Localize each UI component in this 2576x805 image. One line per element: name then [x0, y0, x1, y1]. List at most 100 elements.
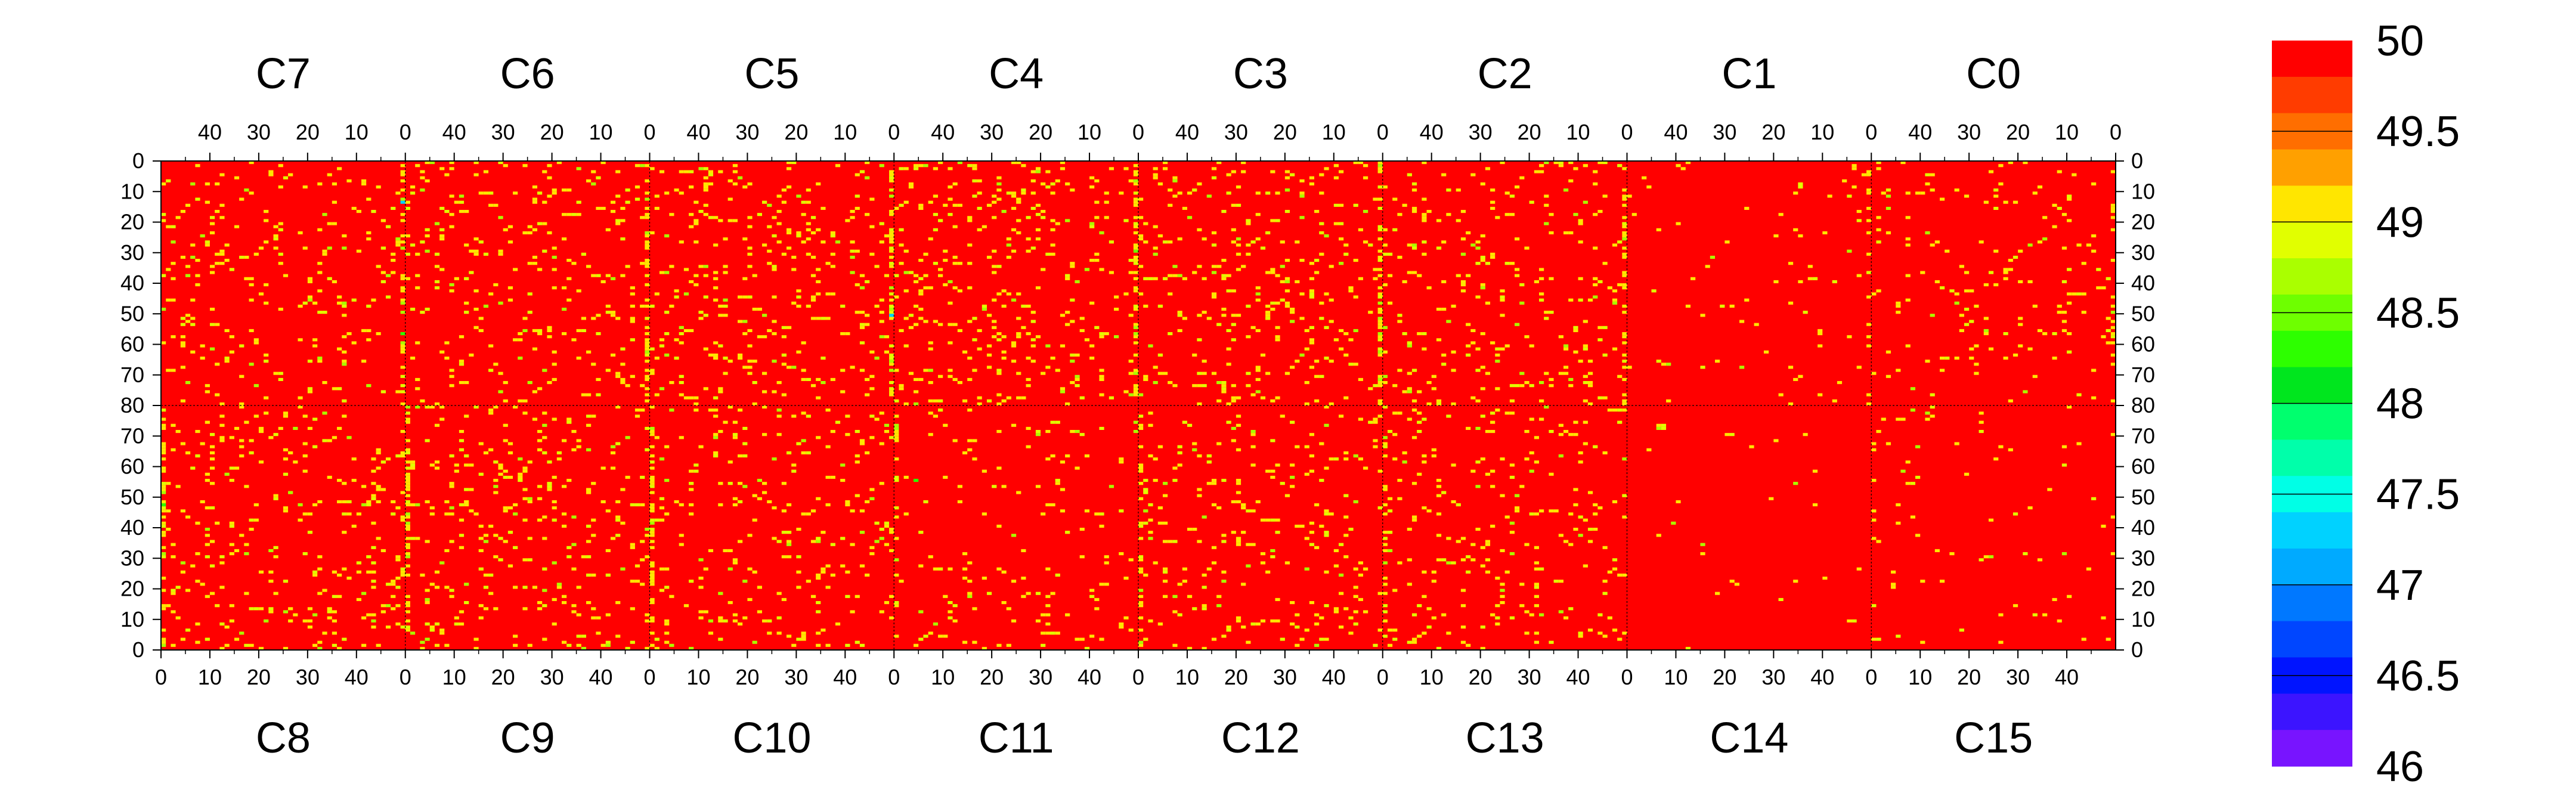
heatmap-cell — [742, 366, 748, 369]
heatmap-cell — [171, 592, 176, 595]
heatmap-cell — [894, 295, 899, 299]
heatmap-cell — [1309, 292, 1315, 296]
heatmap-cell — [683, 292, 689, 296]
heatmap-cell — [2032, 304, 2038, 308]
heatmap-cell — [1622, 408, 1627, 412]
heatmap-cell — [1470, 396, 1476, 400]
heatmap-cell — [1515, 185, 1520, 189]
heatmap-cell — [258, 460, 264, 464]
heatmap-cell — [645, 240, 650, 244]
heatmap-cell — [2012, 255, 2018, 259]
heatmap-cell — [161, 274, 166, 277]
heatmap-cell — [185, 203, 191, 207]
heatmap-cell — [1705, 265, 1710, 268]
heatmap-cell — [903, 344, 909, 348]
heatmap-cell — [908, 326, 914, 329]
heatmap-cell — [410, 185, 416, 189]
heatmap-cell — [1896, 311, 1901, 314]
heatmap-cell — [889, 213, 894, 216]
heatmap-cell — [1451, 463, 1456, 467]
heatmap-cell — [816, 182, 821, 186]
heatmap-cell — [307, 626, 313, 629]
bottom-tick-label: 20 — [1224, 665, 1248, 689]
heatmap-cell — [1255, 292, 1261, 296]
heatmap-cell — [552, 350, 557, 354]
heatmap-cell — [469, 488, 474, 491]
heatmap-cell — [229, 524, 234, 528]
heatmap-cell — [1157, 521, 1163, 525]
heatmap-cell — [879, 528, 884, 531]
heatmap-cell — [747, 344, 753, 348]
heatmap-cell — [571, 213, 577, 216]
heatmap-cell — [854, 494, 860, 497]
heatmap-cell — [507, 564, 513, 568]
heatmap-cell — [776, 540, 782, 543]
heatmap-cell — [1485, 301, 1491, 305]
heatmap-cell — [322, 411, 327, 415]
heatmap-cell — [1509, 213, 1515, 216]
heatmap-cell — [747, 360, 753, 363]
heatmap-cell — [659, 567, 665, 571]
heatmap-cell — [537, 387, 543, 391]
heatmap-cell — [732, 420, 738, 424]
heatmap-cell — [776, 414, 782, 418]
heatmap-cell — [1524, 631, 1530, 635]
heatmap-cell — [1866, 344, 1872, 348]
heatmap-cell — [1544, 222, 1549, 225]
heatmap-cell — [982, 225, 987, 228]
heatmap-cell — [1133, 216, 1139, 219]
heatmap-cell — [859, 442, 865, 445]
heatmap-cell — [1583, 347, 1588, 351]
heatmap-cell — [205, 528, 210, 531]
heatmap-cell — [693, 219, 699, 222]
heatmap-cell — [449, 283, 454, 287]
heatmap-cell — [1876, 216, 1881, 219]
heatmap-cell — [899, 384, 904, 388]
heatmap-cell — [205, 543, 210, 546]
heatmap-cell — [845, 503, 850, 507]
heatmap-cell — [1226, 289, 1231, 293]
heatmap-cell — [1885, 206, 1891, 210]
heatmap-cell — [2027, 280, 2033, 284]
heatmap-cell — [1905, 216, 1911, 219]
heatmap-cell — [1769, 497, 1774, 500]
heatmap-cell — [1558, 371, 1563, 375]
heatmap-cell — [400, 366, 405, 369]
heatmap-cell — [1422, 595, 1427, 598]
heatmap-cell — [547, 329, 552, 333]
heatmap-cell — [1026, 357, 1031, 360]
heatmap-cell — [1363, 240, 1368, 244]
heatmap-cell — [933, 622, 939, 626]
heatmap-cell — [1265, 317, 1271, 320]
heatmap-cell — [2091, 182, 2097, 186]
right-tick-label: 50 — [2131, 485, 2155, 509]
heatmap-cell — [879, 610, 884, 614]
heatmap-cell — [1338, 170, 1344, 174]
heatmap-cell — [1099, 335, 1104, 339]
heatmap-cell — [1026, 592, 1031, 595]
heatmap-cell — [400, 298, 405, 302]
heatmap-cell — [2027, 347, 2033, 351]
heatmap-cell — [1866, 252, 1872, 256]
heatmap-cell — [1876, 240, 1881, 244]
heatmap-cell — [1612, 567, 1618, 571]
heatmap-cell — [219, 173, 225, 177]
heatmap-cell — [1910, 408, 1916, 412]
heatmap-cell — [2067, 268, 2072, 271]
heatmap-cell — [1079, 396, 1085, 400]
heatmap-cell — [1280, 637, 1285, 641]
heatmap-cell — [2076, 442, 2082, 445]
heatmap-cell — [2081, 262, 2086, 265]
heatmap-cell — [967, 448, 973, 451]
heatmap-cell — [307, 619, 313, 623]
heatmap-cell — [1231, 500, 1236, 504]
heatmap-cell — [1324, 357, 1329, 360]
heatmap-cell — [1451, 369, 1456, 372]
heatmap-cell — [757, 586, 762, 589]
heatmap-cell — [1568, 512, 1574, 516]
heatmap-cell — [1246, 564, 1251, 568]
heatmap-cell — [703, 203, 708, 207]
heatmap-cell — [1216, 265, 1222, 268]
heatmap-cell — [1460, 604, 1466, 608]
top-tick-label: 20 — [1029, 120, 1052, 144]
